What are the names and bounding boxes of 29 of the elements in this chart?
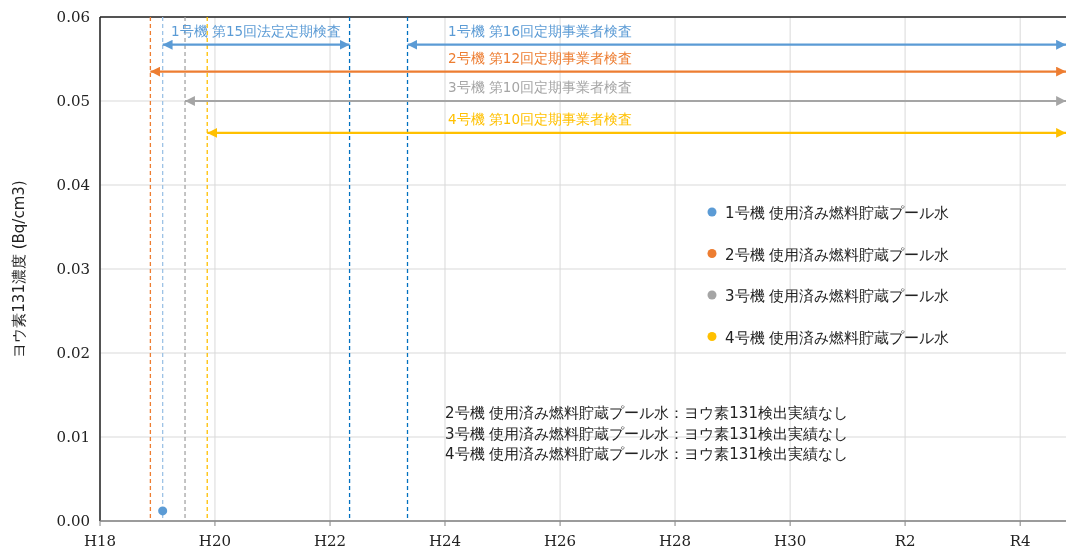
series-label: 4号機 第10回定期事業者検査 — [447, 110, 633, 127]
series-label: 1号機 第15回法定定期検査 — [171, 22, 342, 39]
y-tick-label: 0.04 — [56, 176, 90, 194]
series-label: 1号機 第16回定期事業者検査 — [447, 22, 633, 39]
y-tick-label: 0.06 — [56, 8, 90, 26]
x-tick-label: H30 — [774, 532, 807, 550]
y-tick-label: 0.02 — [56, 344, 90, 362]
legend-label: 1号機 使用済み燃料貯蔵プール水 — [725, 204, 950, 222]
y-tick-label: 0.05 — [56, 92, 90, 110]
x-tick-label: H20 — [198, 532, 232, 550]
legend-label: 4号機 使用済み燃料貯蔵プール水 — [725, 328, 950, 347]
y-tick-label: 0.00 — [56, 512, 90, 530]
x-tick-label: H28 — [658, 532, 692, 550]
y-tick-label: 0.03 — [56, 260, 90, 278]
series-label: 3号機 第10回定期事業者検査 — [447, 79, 633, 95]
series-label: 2号機 第12回定期事業者検査 — [447, 49, 633, 66]
x-tick-label: H18 — [83, 532, 117, 550]
legend-label: 3号機 使用済み燃料貯蔵プール水 — [725, 287, 950, 305]
annotation: 4号機 使用済み燃料貯蔵プール水：ヨウ素131検出実績なし — [445, 445, 848, 463]
x-tick-label: R2 — [894, 532, 916, 550]
annotation: 2号機 使用済み燃料貯蔵プール水：ヨウ素131検出実績なし — [445, 404, 848, 422]
x-tick-label: H26 — [544, 532, 577, 550]
x-tick-label: R4 — [1009, 532, 1031, 550]
annotation: 3号機 使用済み燃料貯蔵プール水：ヨウ素131検出実績なし — [445, 424, 848, 443]
y-axis-title: ヨウ素131濃度 (Bq/cm3) — [10, 180, 28, 358]
x-tick-label: H24 — [428, 532, 462, 550]
y-tick-label: 0.01 — [56, 428, 90, 446]
x-tick-label: H22 — [313, 532, 347, 550]
legend-label: 2号機 使用済み燃料貯蔵プール水 — [725, 245, 950, 264]
